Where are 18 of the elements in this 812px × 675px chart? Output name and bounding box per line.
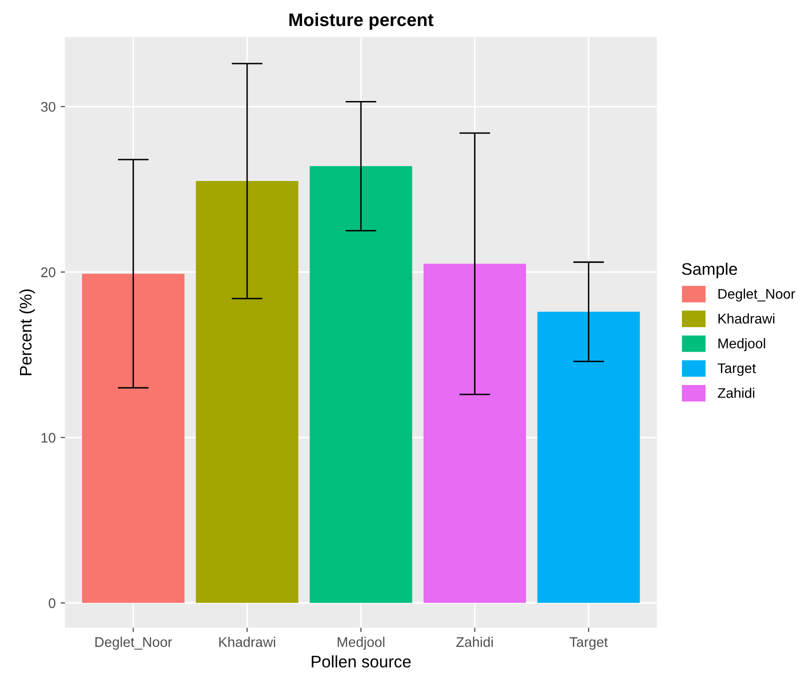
legend-label: Medjool xyxy=(718,338,766,352)
y-tick-label: 0 xyxy=(48,598,56,608)
y-tick-label: 30 xyxy=(41,102,56,112)
chart-title: Moisture percent xyxy=(289,12,434,30)
legend-label: Target xyxy=(718,363,756,376)
x-tick-label: Medjool xyxy=(338,636,384,650)
x-tick-label: Deglet_Noor xyxy=(95,636,172,650)
x-axis-title: Pollen source xyxy=(312,655,411,668)
y-tick-label: 20 xyxy=(41,267,56,278)
x-tick-label: Target xyxy=(570,637,608,650)
legend-label: Zahidi xyxy=(718,388,754,398)
x-tick-label: Zahidi xyxy=(456,636,493,647)
legend-label: Deglet_Noor xyxy=(718,288,796,302)
y-tick-label: 10 xyxy=(42,432,56,443)
y-axis-title: Percent (%) xyxy=(19,289,35,376)
legend-label: Khadrawi xyxy=(718,313,774,324)
x-tick-label: Khadrawi xyxy=(219,636,276,647)
legend-title: Sample xyxy=(682,262,738,278)
